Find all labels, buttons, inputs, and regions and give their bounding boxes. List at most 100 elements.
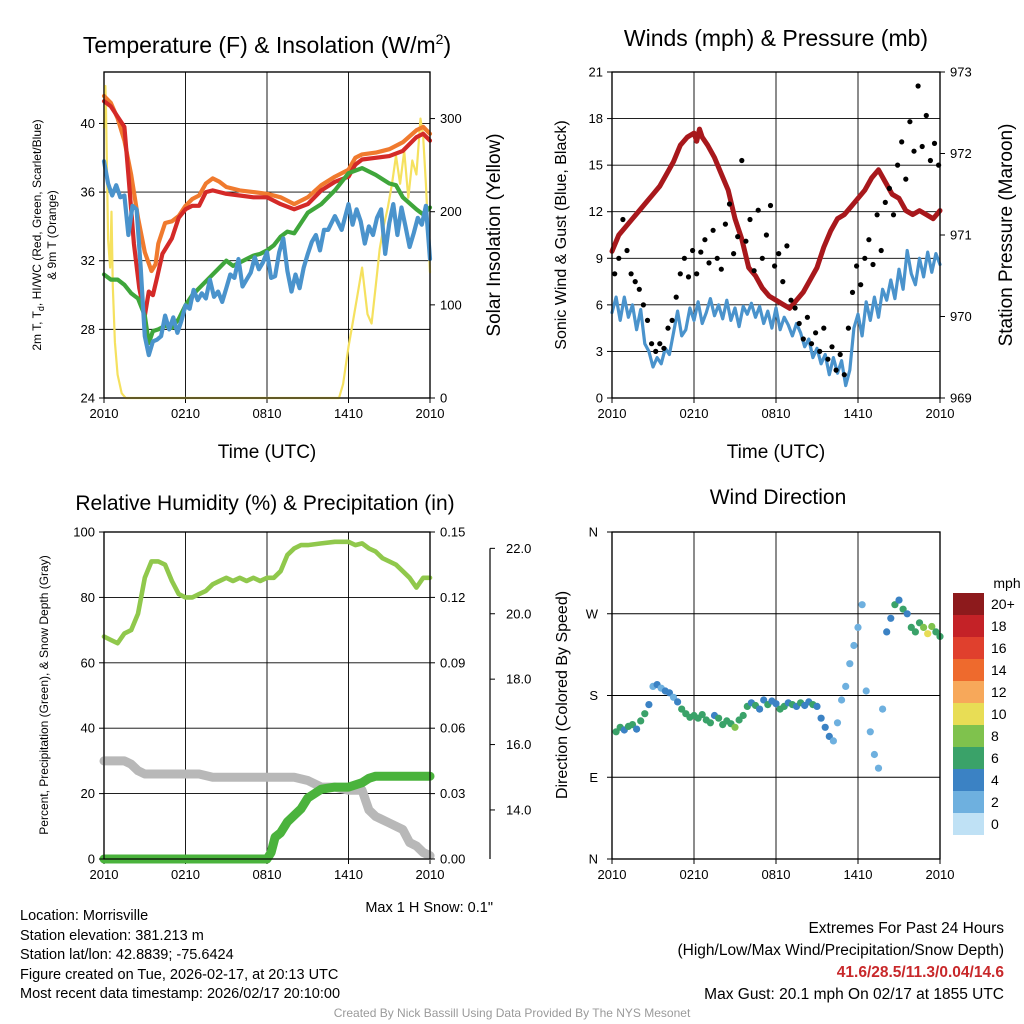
direction-point	[887, 614, 895, 622]
snow-axis-tick-label: 18.0	[506, 672, 531, 687]
gust-point	[874, 212, 880, 218]
gust-point	[886, 185, 893, 191]
gust-point	[804, 314, 811, 320]
colorbar-label: 14	[991, 662, 1007, 678]
panel1-y-right-tick-label: 100	[440, 297, 462, 312]
panel2-y-tick-label: 0	[596, 391, 603, 406]
panel1-x-tick-label: 2010	[90, 406, 119, 421]
max-gust: Max Gust: 20.1 mph On 02/17 at 1855 UTC	[704, 986, 1004, 1003]
colorbar-label: 20+	[991, 596, 1015, 612]
panel2-y-tick-label: 18	[589, 111, 603, 126]
panel3-ylabel: Percent, Precipitation (Green), & Snow D…	[37, 555, 51, 834]
direction-point	[698, 711, 706, 719]
gust-point	[722, 221, 729, 227]
gust-point	[849, 289, 856, 295]
gust-point	[632, 279, 638, 285]
panel4-y-tick-label: N	[589, 525, 598, 540]
direction-point	[883, 628, 891, 636]
panel2-x-tick-label: 2010	[926, 406, 955, 421]
direction-point	[903, 610, 911, 618]
gust-point	[759, 255, 765, 261]
colorbar-label: 18	[991, 618, 1007, 634]
extremes-values: 41.6/28.5/11.3/0.04/14.6	[836, 964, 1004, 981]
direction-point	[915, 619, 924, 627]
panel2-x-tick-label: 2010	[598, 406, 627, 421]
gust-point	[808, 341, 815, 347]
gust-point	[698, 249, 704, 255]
gust-point	[911, 148, 917, 154]
panel2-y-right-tick-label: 971	[950, 228, 972, 243]
panel2-title: Winds (mph) & Pressure (mb)	[624, 25, 928, 51]
panel2-y-tick-label: 9	[596, 251, 603, 266]
colorbar-label: 8	[991, 728, 999, 744]
direction-point	[706, 719, 715, 727]
gust-point	[653, 348, 659, 354]
recent-timestamp: Most recent data timestamp: 2026/02/17 2…	[20, 986, 341, 1003]
gust-point	[882, 199, 888, 205]
direction-point	[870, 750, 879, 759]
gust-point	[751, 268, 757, 274]
station-info: Location: Morrisville Station elevation:…	[20, 907, 340, 1005]
direction-point	[899, 605, 907, 613]
gust-point	[899, 139, 905, 145]
gust-point	[739, 157, 745, 164]
gust-point	[694, 271, 700, 277]
direction-point	[637, 717, 645, 725]
station-latlon: Station lat/lon: 42.8839; -75.6424	[20, 947, 234, 964]
direction-point	[678, 705, 686, 713]
colorbar-swatch	[953, 681, 984, 703]
gust-point	[644, 317, 651, 323]
direction-point	[669, 693, 678, 701]
panel3-x-tick-label: 2010	[90, 867, 119, 882]
colorbar-swatch	[953, 769, 984, 791]
gust-point	[825, 356, 831, 362]
colorbar-swatch	[953, 747, 984, 769]
temp-series-9m-t	[101, 93, 433, 274]
colorbar-swatch	[953, 725, 984, 747]
panel4-border	[611, 531, 941, 860]
gust-point	[649, 341, 655, 347]
panel3-x-tick-label: 1410	[334, 867, 363, 882]
gust-point	[661, 345, 667, 351]
colorbar-title: mph	[993, 575, 1020, 591]
direction-point	[760, 696, 768, 704]
panel3-y-tick-label: 20	[81, 786, 95, 801]
gust-point	[837, 351, 843, 358]
gust-point	[895, 162, 901, 168]
gust-point	[718, 266, 724, 272]
gust-point	[669, 317, 675, 323]
panel1-ylabel-a: 2m T, T	[30, 310, 44, 350]
panel3-y-tick-label: 60	[81, 655, 95, 670]
rh-series-relative-humidity	[101, 539, 433, 646]
gust-point	[841, 372, 847, 378]
gust-point	[763, 232, 770, 238]
panel3-y-tick-label: 40	[81, 721, 95, 736]
station-elevation: Station elevation: 381.213 m	[20, 927, 204, 944]
gust-point	[677, 271, 683, 277]
panel3-y-right-tick-label: 0.03	[440, 786, 465, 801]
panel3-y-tick-label: 0	[88, 852, 95, 867]
gust-point	[788, 297, 794, 303]
extremes-legend: (High/Low/Max Wind/Precipitation/Snow De…	[677, 942, 1005, 959]
gust-point	[923, 112, 929, 119]
snow-note: Max 1 H Snow: 0.1"	[365, 900, 493, 916]
panel4-x-tick-label: 0210	[680, 867, 709, 882]
panel2-x-tick-label: 1410	[844, 406, 873, 421]
direction-point	[924, 630, 932, 638]
gust-point	[927, 157, 934, 164]
colorbar-swatch	[953, 791, 984, 813]
colorbar-swatch	[953, 703, 984, 725]
panel4-x-tick-label: 0810	[762, 867, 791, 882]
direction-point	[674, 698, 682, 706]
gust-point	[817, 348, 823, 354]
colorbar-label: 16	[991, 640, 1007, 656]
gust-point	[702, 237, 708, 243]
direction-point	[813, 702, 821, 711]
gust-point	[890, 212, 897, 218]
panel1-x-tick-label: 2010	[416, 406, 445, 421]
panel2-x-tick-label: 0210	[680, 406, 709, 421]
panel3-y-right-tick-label: 0.06	[440, 721, 465, 736]
gust-point	[858, 282, 864, 288]
panel3-y-right-tick-label: 0.12	[440, 590, 465, 605]
